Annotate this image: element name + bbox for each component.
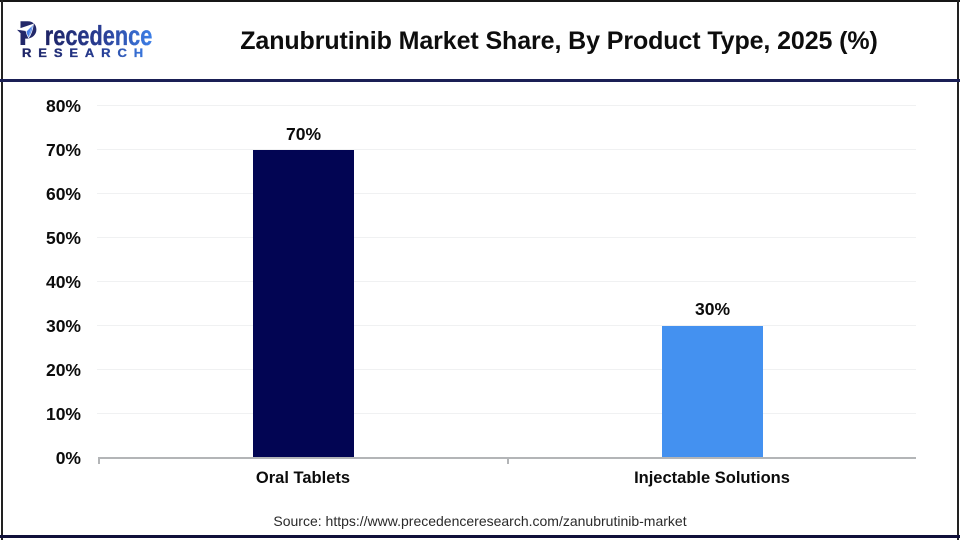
svg-text:recedence: recedence (45, 20, 153, 51)
svg-text:RESEARCH: RESEARCH (22, 47, 150, 60)
